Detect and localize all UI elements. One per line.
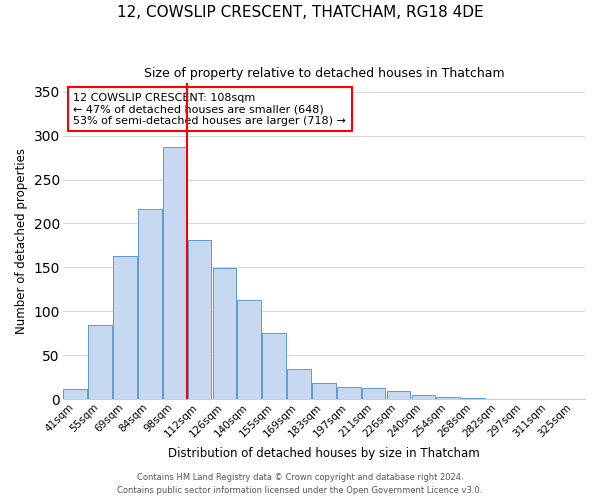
Bar xyxy=(287,369,311,399)
Title: Size of property relative to detached houses in Thatcham: Size of property relative to detached ho… xyxy=(143,68,504,80)
Bar xyxy=(188,240,211,399)
X-axis label: Distribution of detached houses by size in Thatcham: Distribution of detached houses by size … xyxy=(168,447,480,460)
Bar xyxy=(312,383,335,399)
Bar xyxy=(212,268,236,399)
Y-axis label: Number of detached properties: Number of detached properties xyxy=(15,148,28,334)
Bar xyxy=(88,326,112,399)
Bar xyxy=(436,398,460,399)
Bar xyxy=(386,391,410,399)
Bar xyxy=(262,333,286,399)
Bar xyxy=(64,390,87,399)
Bar xyxy=(461,398,485,399)
Bar xyxy=(113,256,137,399)
Bar xyxy=(337,386,361,399)
Bar xyxy=(138,210,161,399)
Bar xyxy=(412,394,435,399)
Bar xyxy=(163,147,187,399)
Bar xyxy=(238,300,261,399)
Text: 12 COWSLIP CRESCENT: 108sqm
← 47% of detached houses are smaller (648)
53% of se: 12 COWSLIP CRESCENT: 108sqm ← 47% of det… xyxy=(73,92,346,126)
Text: Contains HM Land Registry data © Crown copyright and database right 2024.
Contai: Contains HM Land Registry data © Crown c… xyxy=(118,474,482,495)
Text: 12, COWSLIP CRESCENT, THATCHAM, RG18 4DE: 12, COWSLIP CRESCENT, THATCHAM, RG18 4DE xyxy=(116,5,484,20)
Bar xyxy=(362,388,385,399)
